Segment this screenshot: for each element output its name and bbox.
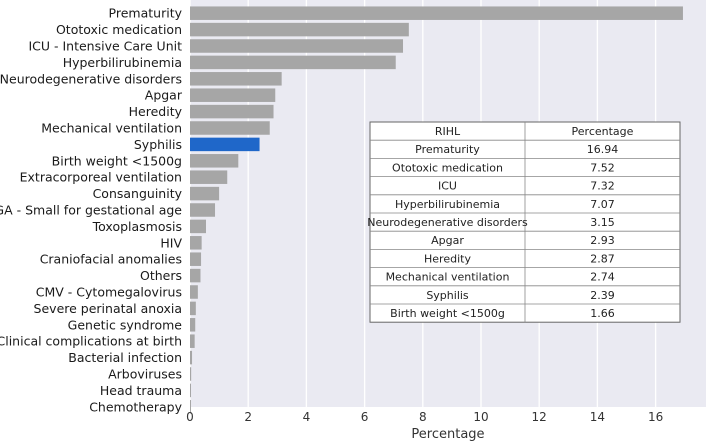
bar [190, 236, 202, 250]
y-tick-label: Severe perinatal anoxia [34, 301, 182, 316]
bar [190, 170, 228, 184]
table-cell: 7.07 [590, 198, 615, 211]
y-tick-label: Head trauma [100, 383, 182, 398]
bar [190, 318, 196, 332]
bar [190, 154, 239, 168]
y-tick-label: Chemotherapy [89, 399, 182, 414]
summary-table: RIHL Percentage Prematurity 16.94 Ototoxic m… [367, 121, 681, 323]
y-tick-label: ICU - Intensive Care Unit [28, 39, 182, 54]
table-cell: Neurodegenerative disorders [367, 216, 528, 229]
table-header-cell: RIHL [435, 125, 461, 138]
y-tick-label: Extracorporeal ventilation [20, 170, 182, 185]
bar [190, 203, 216, 217]
x-tick-label: 12 [532, 410, 547, 424]
x-tick-label: 6 [361, 410, 369, 424]
y-tick-label: Prematurity [109, 6, 183, 21]
x-axis-label: Percentage [411, 427, 484, 442]
bar [190, 367, 192, 381]
bar [190, 39, 404, 53]
bar [190, 186, 220, 201]
bar [190, 350, 193, 365]
bar [190, 400, 191, 414]
y-tick-label: CMV - Cytomegalovirus [36, 285, 182, 300]
y-tick-label: Syphilis [134, 137, 182, 152]
y-tick-label: Clinical complications at birth [0, 334, 182, 349]
bar [190, 268, 201, 283]
x-tick-label: 8 [419, 410, 427, 424]
y-tick-label: Arboviruses [108, 367, 182, 382]
y-tick-label: HIV [160, 235, 182, 250]
table-cell: 16.94 [587, 143, 619, 156]
table-cell: Syphilis [426, 289, 469, 302]
table-cell: 2.74 [590, 271, 615, 284]
y-tick-label: Neurodegenerative disorders [0, 71, 182, 86]
y-tick-label: Ototoxic medication [56, 22, 182, 37]
y-tick-label: Apgar [145, 88, 183, 103]
x-tick-label: 4 [303, 410, 311, 424]
y-tick-label: Genetic syndrome [68, 317, 183, 332]
x-tick-label: 16 [648, 410, 663, 424]
bar [190, 6, 683, 20]
bar [190, 285, 198, 299]
y-tick-label: Others [140, 268, 182, 283]
x-tick-label: 0 [186, 410, 194, 424]
table-cell: Prematurity [415, 143, 480, 156]
y-tick-label: Hyperbilirubinemia [63, 55, 182, 70]
table-cell: 2.93 [590, 234, 615, 247]
bar [190, 22, 409, 37]
y-tick-label: Mechanical ventilation [41, 121, 182, 136]
table-header-cell: Percentage [572, 125, 634, 138]
bar [190, 219, 207, 234]
table-cell: Birth weight <1500g [390, 307, 505, 320]
table-cell: Heredity [424, 252, 471, 265]
y-tick-label: Toxoplasmosis [92, 219, 182, 234]
x-tick-label: 2 [244, 410, 252, 424]
y-tick-label: Bacterial infection [68, 350, 182, 365]
x-axis-ticks: 0 2 4 6 8 10 12 14 16 [186, 410, 663, 424]
table-cell: Mechanical ventilation [386, 271, 510, 284]
table-cell: Hyperbilirubinemia [395, 198, 500, 211]
table-cell: 7.32 [590, 180, 615, 193]
y-tick-label: Consanguinity [93, 186, 183, 201]
bars [190, 6, 683, 414]
bar [190, 301, 196, 316]
bar [190, 55, 396, 70]
table-cell: 2.87 [590, 252, 615, 265]
bar [190, 252, 202, 266]
y-tick-label: SGA - Small for gestational age [0, 203, 182, 218]
bar [190, 72, 282, 86]
bar [190, 383, 191, 398]
bar [190, 137, 260, 152]
x-tick-label: 10 [473, 410, 488, 424]
bar [190, 334, 195, 348]
y-tick-label: Heredity [129, 104, 183, 119]
table-cell: 2.39 [590, 289, 615, 302]
table-cell: 3.15 [590, 216, 615, 229]
x-tick-label: 14 [590, 410, 605, 424]
y-tick-label: Birth weight <1500g [52, 153, 182, 168]
table-cell: 1.66 [590, 307, 615, 320]
table-cell: ICU [438, 180, 457, 193]
bar [190, 88, 276, 102]
table-cell: 7.52 [590, 161, 615, 174]
bar [190, 121, 270, 135]
y-tick-label: Craniofacial anomalies [40, 252, 182, 267]
table-cell: Apgar [431, 234, 464, 247]
table-cell: Ototoxic medication [392, 161, 503, 174]
bar [190, 104, 274, 119]
